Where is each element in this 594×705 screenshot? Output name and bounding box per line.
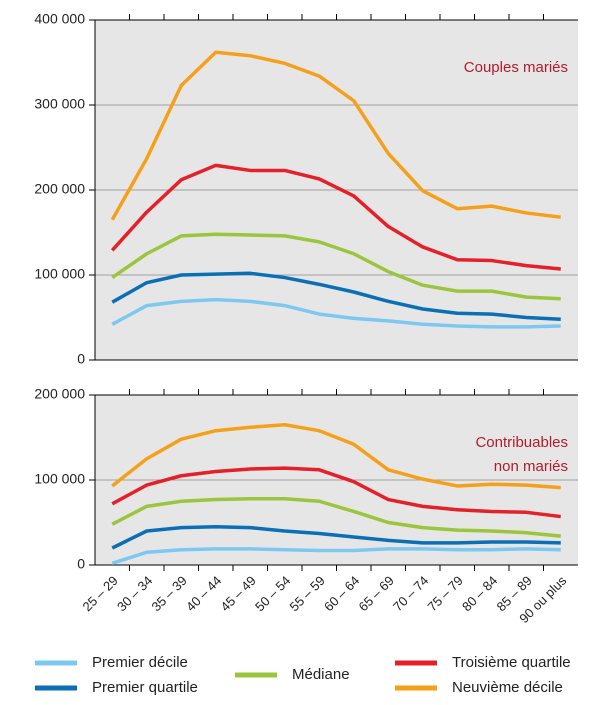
y-tick-label: 400 000 bbox=[34, 11, 85, 27]
panel-annotation: non mariés bbox=[494, 458, 568, 475]
x-tick-label: 50 – 54 bbox=[252, 573, 293, 614]
x-tick-label: 65 – 69 bbox=[356, 573, 397, 614]
series-line bbox=[111, 496, 561, 538]
series-line bbox=[111, 297, 561, 329]
legend-label: Troisième quartile bbox=[452, 654, 571, 671]
x-tick-label: 80 – 84 bbox=[459, 573, 500, 614]
y-tick-label: 200 000 bbox=[34, 181, 85, 197]
y-tick-label: 100 000 bbox=[34, 266, 85, 282]
legend-label: Premier quartile bbox=[92, 679, 198, 696]
series-line bbox=[111, 525, 561, 550]
panel-annotation: Contribuables bbox=[475, 434, 568, 451]
y-tick-label: 300 000 bbox=[34, 96, 85, 112]
series-line bbox=[111, 271, 561, 321]
y-tick-label: 100 000 bbox=[34, 471, 85, 487]
legend-label: Neuvième décile bbox=[452, 679, 563, 696]
series-line bbox=[111, 232, 561, 301]
panel-annotation: Couples mariés bbox=[464, 59, 568, 76]
series-line bbox=[111, 547, 561, 565]
series-line bbox=[111, 466, 561, 519]
legend-label: Médiane bbox=[292, 666, 350, 683]
x-tick-label: 45 – 49 bbox=[218, 573, 259, 614]
x-tick-label: 40 – 44 bbox=[183, 573, 224, 614]
series-line bbox=[110, 50, 561, 221]
x-tick-label: 35 – 39 bbox=[149, 573, 190, 614]
y-tick-label: 0 bbox=[77, 556, 85, 572]
series-line bbox=[111, 423, 561, 490]
x-tick-label: 30 – 34 bbox=[114, 573, 155, 614]
y-tick-label: 200 000 bbox=[34, 386, 85, 402]
series-line bbox=[110, 163, 561, 271]
x-tick-label: 60 – 64 bbox=[321, 573, 362, 614]
x-tick-label: 75 – 79 bbox=[425, 573, 466, 614]
x-tick-label: 55 – 59 bbox=[287, 573, 328, 614]
y-tick-label: 0 bbox=[77, 351, 85, 367]
x-tick-label: 70 – 74 bbox=[390, 573, 431, 614]
x-tick-label: 25 – 29 bbox=[80, 573, 121, 614]
legend-label: Premier décile bbox=[92, 654, 188, 671]
